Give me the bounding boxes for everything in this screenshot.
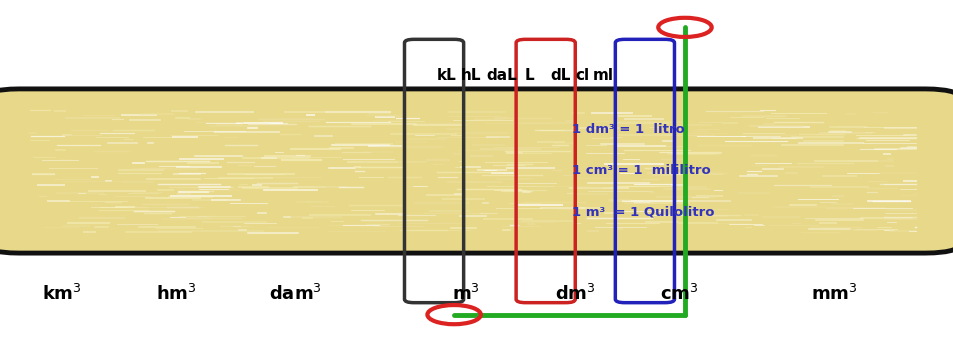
Text: 1 cm³ = 1  mililitro: 1 cm³ = 1 mililitro	[572, 165, 710, 177]
Text: dam$^3$: dam$^3$	[269, 284, 322, 304]
Text: ml: ml	[592, 68, 613, 83]
Text: dL: dL	[550, 68, 571, 83]
FancyBboxPatch shape	[0, 89, 953, 253]
Text: 1 dm³ = 1  litro: 1 dm³ = 1 litro	[572, 123, 684, 136]
Text: cl: cl	[575, 68, 588, 83]
Text: hL: hL	[460, 68, 481, 83]
Text: mm$^3$: mm$^3$	[811, 284, 857, 304]
Text: km$^3$: km$^3$	[42, 284, 82, 304]
Text: kL: kL	[436, 68, 456, 83]
Text: cm$^3$: cm$^3$	[659, 284, 698, 304]
Text: L: L	[524, 68, 534, 83]
Text: hm$^3$: hm$^3$	[156, 284, 196, 304]
Text: dm$^3$: dm$^3$	[555, 284, 595, 304]
Text: daL: daL	[486, 68, 517, 83]
Text: m$^3$: m$^3$	[451, 284, 479, 304]
Text: 1 m³  = 1 Quilolitro: 1 m³ = 1 Quilolitro	[572, 206, 714, 219]
